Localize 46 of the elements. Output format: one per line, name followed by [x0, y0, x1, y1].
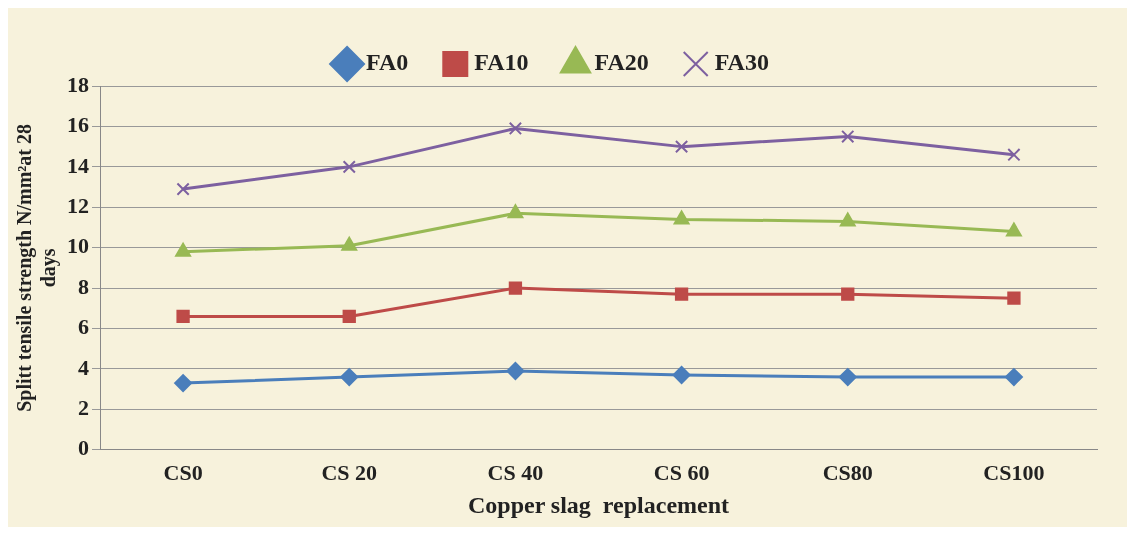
point — [673, 210, 690, 225]
legend-label: FA30 — [714, 49, 769, 76]
y-tick-label: 4 — [78, 354, 89, 380]
point — [174, 374, 193, 393]
point — [508, 281, 523, 295]
point — [342, 160, 356, 174]
x-tick-label: CS 20 — [321, 459, 378, 485]
x-tick-label: CS0 — [163, 459, 203, 485]
x-tick-label: CS 40 — [487, 459, 544, 485]
point — [506, 361, 525, 380]
point — [1007, 148, 1021, 162]
y-tick-label: 16 — [67, 112, 89, 138]
y-tick-label: 8 — [78, 273, 89, 299]
point — [841, 287, 855, 301]
y-tick-label: 0 — [78, 435, 89, 461]
x-tick-label: CS 60 — [653, 459, 710, 485]
point — [672, 366, 691, 385]
point — [674, 287, 689, 301]
y-tick-label: 18 — [67, 71, 89, 97]
point — [341, 236, 358, 251]
point — [176, 309, 190, 324]
y-axis-title: Splitt tensile strength N/mm²at 28 days — [13, 123, 61, 412]
x-tick-label: CS100 — [983, 459, 1045, 485]
point — [1005, 222, 1022, 237]
legend-label: FA10 — [474, 49, 529, 76]
point — [1007, 291, 1021, 305]
y-tick-label: 2 — [78, 395, 89, 421]
point — [342, 309, 356, 324]
point — [839, 212, 856, 227]
point — [176, 182, 190, 196]
x-tick-label: CS80 — [822, 459, 873, 485]
point — [507, 204, 524, 219]
point — [838, 368, 857, 387]
point — [1004, 368, 1023, 387]
x-axis-title: Copper slag replacement — [467, 491, 730, 518]
y-tick-label: 6 — [78, 314, 89, 340]
y-tick-label: 10 — [67, 233, 89, 259]
point — [674, 139, 689, 154]
point — [340, 368, 359, 387]
y-tick-label: 14 — [67, 152, 89, 178]
legend-label: FA0 — [366, 49, 409, 76]
point — [508, 121, 523, 136]
point — [841, 129, 855, 144]
y-tick-label: 12 — [67, 192, 89, 218]
legend-label: FA20 — [594, 49, 649, 76]
point — [175, 242, 192, 257]
